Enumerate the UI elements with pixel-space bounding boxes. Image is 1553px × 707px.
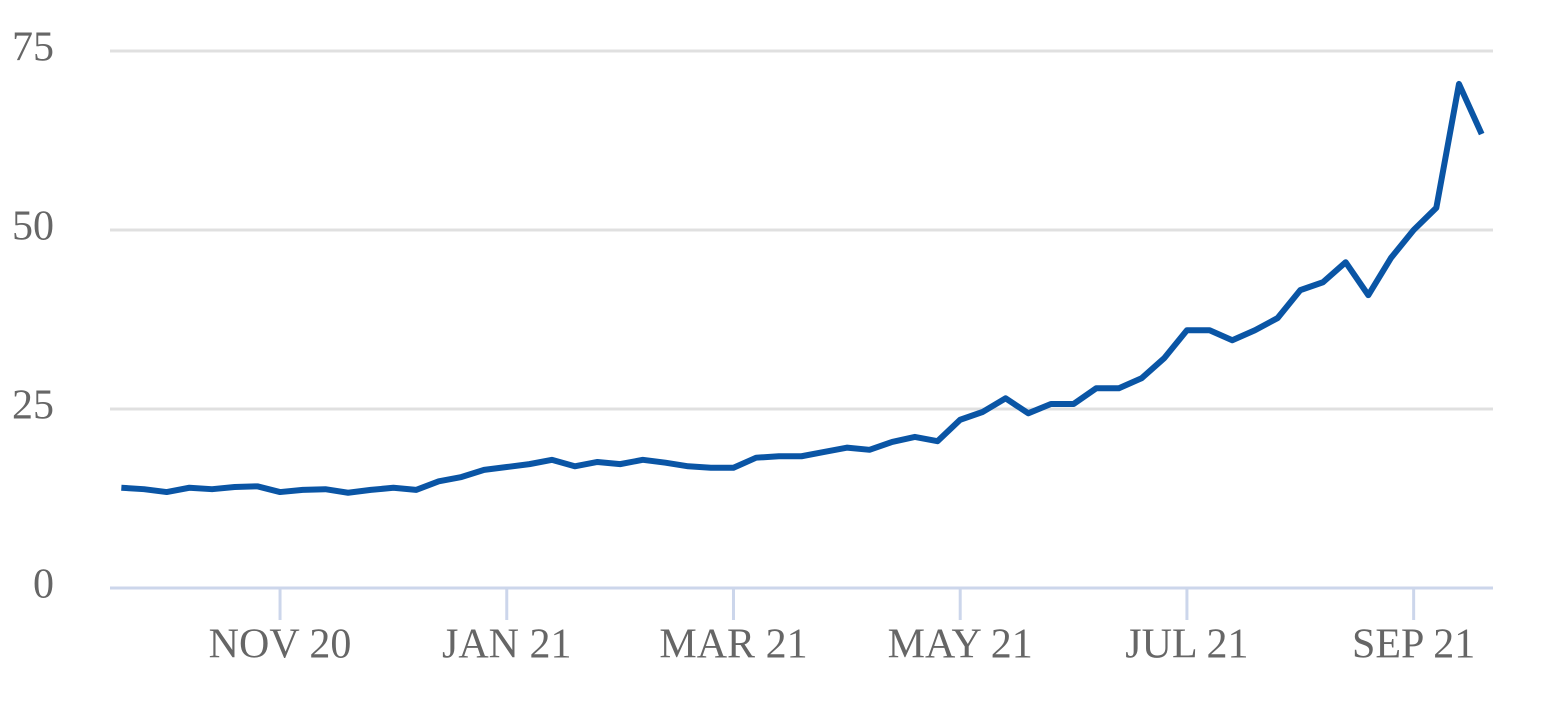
y-tick-label: 75 xyxy=(12,25,54,71)
data-line xyxy=(121,80,1485,496)
x-tick-label: JAN 21 xyxy=(442,622,572,668)
x-tick-label: SEP 21 xyxy=(1352,622,1475,668)
x-tick-label: MAY 21 xyxy=(888,622,1033,668)
x-tick-label: NOV 20 xyxy=(209,622,352,668)
y-tick-label: 25 xyxy=(12,383,54,429)
y-tick-label: 0 xyxy=(33,562,54,608)
x-tick-label: JUL 21 xyxy=(1125,622,1248,668)
y-tick-label: 50 xyxy=(12,204,54,250)
x-tick-label: MAR 21 xyxy=(659,622,807,668)
